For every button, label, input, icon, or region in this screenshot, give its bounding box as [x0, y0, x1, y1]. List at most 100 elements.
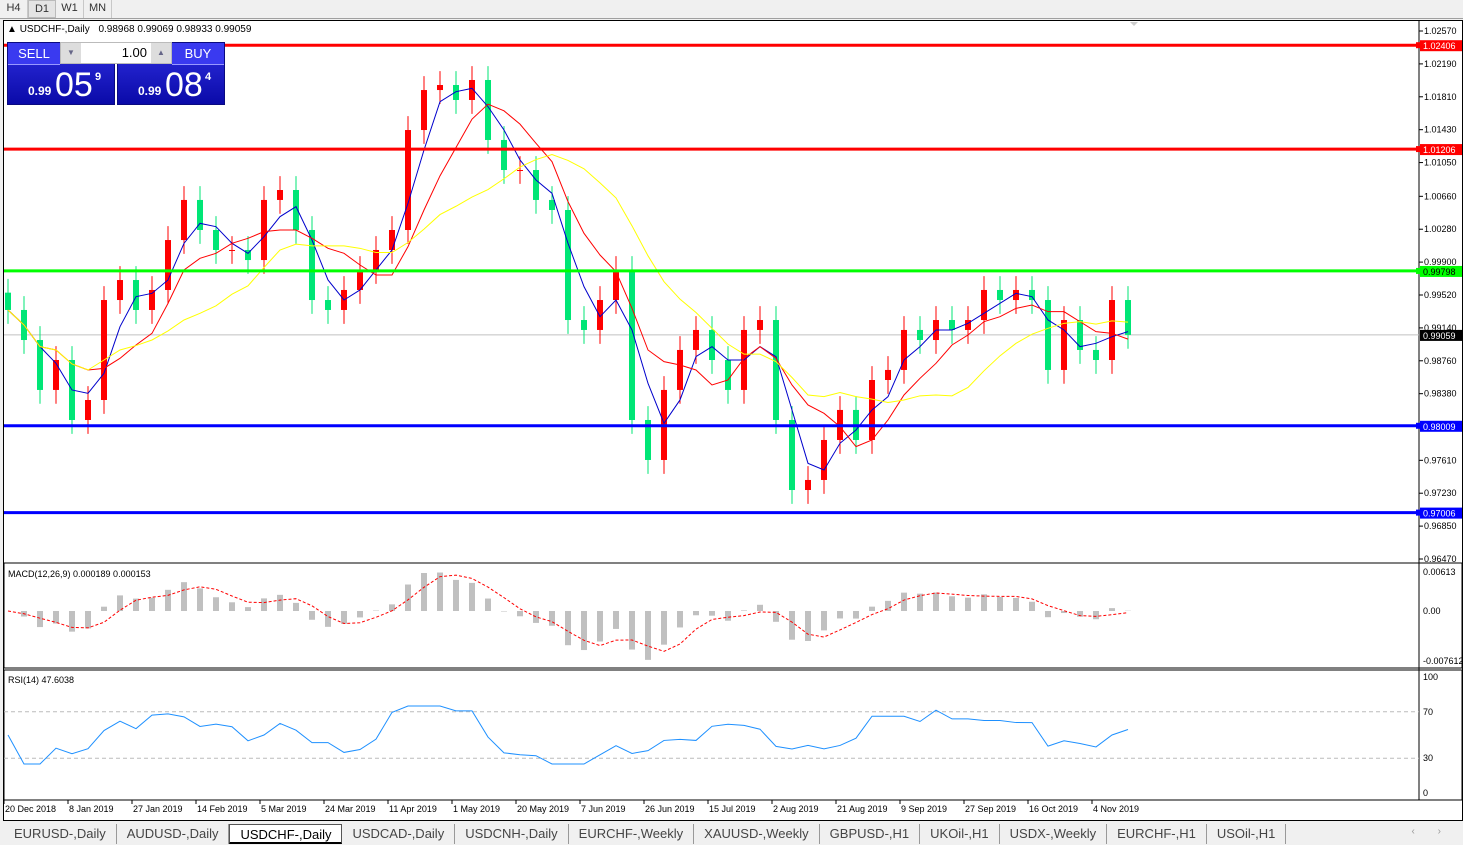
bear-candle: [533, 170, 539, 200]
bear-candle: [213, 229, 219, 250]
bull-candle: [261, 199, 267, 261]
bull-candle: [181, 199, 187, 241]
bear-candle: [1093, 349, 1099, 361]
bull-candle: [805, 479, 811, 491]
ma-slow-line: [7, 154, 1129, 403]
bull-candle: [389, 229, 395, 250]
macd-tick-label: -0.007612: [1423, 656, 1463, 666]
bear-candle: [37, 340, 43, 390]
chart-tab[interactable]: EURUSD-,Daily: [4, 824, 117, 844]
lot-input[interactable]: 1.00: [121, 45, 147, 60]
bull-candle: [357, 269, 363, 290]
price-tick-label: 1.01050: [1424, 158, 1457, 168]
level-handle: [1416, 509, 1422, 516]
lot-decrease-icon[interactable]: ▼: [61, 43, 81, 63]
bull-candle: [981, 289, 987, 321]
lot-increase-icon[interactable]: ▲: [151, 43, 171, 63]
bull-candle: [597, 300, 603, 330]
price-tick-label: 0.96470: [1424, 554, 1457, 564]
lot-stepper[interactable]: ▼ 1.00 ▲: [60, 42, 172, 64]
level-handle: [1416, 267, 1422, 274]
bear-candle: [997, 289, 1003, 301]
timeframe-w1[interactable]: W1: [56, 0, 84, 18]
level-handle: [1416, 42, 1422, 49]
macd-tick-label: 0.00613: [1423, 567, 1456, 577]
sell-button[interactable]: SELL: [8, 43, 60, 65]
bear-candle: [645, 419, 651, 460]
chart-tab[interactable]: XAUUSD-,Weekly: [694, 824, 820, 844]
chart-tab[interactable]: AUDUSD-,Daily: [117, 824, 230, 844]
bull-candle: [469, 79, 475, 100]
price-tick-label: 1.02190: [1424, 59, 1457, 69]
rsi-label: RSI(14) 47.6038: [8, 675, 74, 685]
macd-tick-label: 0.00: [1423, 606, 1441, 616]
price-tick-label: 1.01810: [1424, 92, 1457, 102]
bull-candle: [821, 439, 827, 480]
date-label: 1 May 2019: [453, 804, 500, 814]
sell-price-sup: 9: [95, 71, 102, 83]
date-label: 15 Jul 2019: [709, 804, 756, 814]
rsi-line: [7, 705, 1129, 765]
level-price-label: 1.01206: [1423, 145, 1456, 155]
bear-candle: [629, 269, 635, 420]
chart-tab[interactable]: USDCHF-,Daily: [229, 824, 343, 844]
bear-candle: [245, 249, 251, 261]
bear-candle: [309, 229, 315, 301]
collapse-triangle-icon[interactable]: ▲: [7, 24, 17, 35]
tab-scroll-arrows-icon[interactable]: ‹ ›: [1411, 826, 1451, 837]
level-price-tag: [1420, 420, 1462, 432]
bear-candle: [293, 190, 299, 230]
bull-candle: [693, 329, 699, 350]
timeframe-toolbar: H4 D1 W1 MN: [0, 0, 1463, 19]
bear-candle: [917, 329, 923, 341]
bull-candle: [757, 320, 763, 330]
bull-candle: [613, 269, 619, 301]
date-label: 27 Sep 2019: [965, 804, 1016, 814]
rsi-tick-label: 70: [1423, 707, 1433, 717]
chart-tab[interactable]: UKOil-,H1: [920, 824, 1000, 844]
date-label: 24 Mar 2019: [325, 804, 376, 814]
price-tick-label: 0.99140: [1424, 323, 1457, 333]
bear-candle: [949, 320, 955, 330]
sell-price-big: 05: [55, 66, 93, 104]
chart-tab[interactable]: USDCNH-,Daily: [455, 824, 569, 844]
bear-candle: [773, 320, 779, 420]
chart-tab[interactable]: USDCAD-,Daily: [342, 824, 456, 844]
chart-info: ▲ USDCHF-,Daily 0.98968 0.99069 0.98933 …: [7, 24, 251, 35]
chart-tab[interactable]: GBPUSD-,H1: [820, 824, 921, 844]
bull-candle: [517, 170, 523, 172]
date-label: 27 Jan 2019: [133, 804, 183, 814]
bear-candle: [325, 300, 331, 310]
timeframe-d1[interactable]: D1: [28, 0, 56, 18]
chart-tab[interactable]: USOil-,H1: [1207, 824, 1287, 844]
chart-tab[interactable]: USDX-,Weekly: [1000, 824, 1108, 844]
bear-candle: [1125, 300, 1131, 335]
price-tick-label: 1.02570: [1424, 26, 1457, 36]
date-label: 11 Apr 2019: [389, 804, 437, 814]
level-price-tag: [1420, 265, 1462, 277]
bull-candle: [1013, 289, 1019, 301]
bull-candle: [277, 190, 283, 200]
timeframe-h4[interactable]: H4: [0, 0, 28, 18]
level-price-label: 0.97006: [1423, 509, 1456, 519]
rsi-tick-label: 100: [1423, 672, 1438, 682]
chart-tab[interactable]: EURCHF-,H1: [1107, 824, 1207, 844]
level-handle: [1416, 146, 1422, 153]
level-price-tag: [1420, 40, 1462, 52]
bear-candle: [197, 199, 203, 230]
bull-candle: [1061, 320, 1067, 370]
bull-candle: [405, 130, 411, 230]
bull-candle: [101, 300, 107, 400]
price-tick-label: 0.97610: [1424, 455, 1457, 465]
bear-candle: [565, 210, 571, 321]
bear-candle: [1045, 300, 1051, 370]
timeframe-mn[interactable]: MN: [84, 0, 112, 18]
date-label: 4 Nov 2019: [1093, 804, 1139, 814]
chart-window[interactable]: [3, 20, 1463, 821]
date-label: 2 Aug 2019: [773, 804, 819, 814]
level-handle: [1416, 422, 1422, 429]
chart-tab[interactable]: EURCHF-,Weekly: [569, 824, 695, 844]
price-tick-label: 0.98380: [1424, 389, 1457, 399]
buy-button[interactable]: BUY: [172, 43, 224, 65]
